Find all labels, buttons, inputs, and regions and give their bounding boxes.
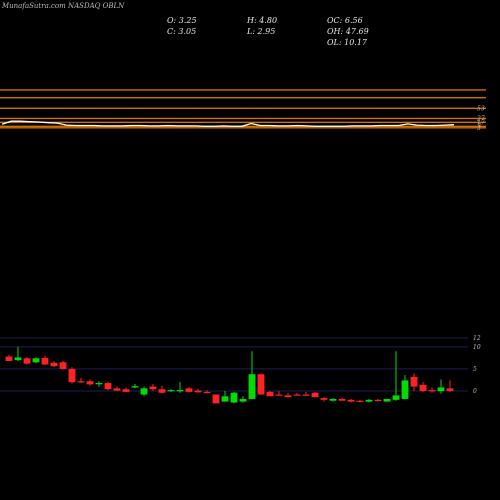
- candle-body: [32, 358, 40, 363]
- indicator-series-line: [1, 120, 455, 127]
- candle-body: [104, 383, 112, 390]
- low-value: L: 2.95: [247, 27, 276, 36]
- candle-body: [140, 388, 148, 395]
- candle-body: [266, 391, 274, 397]
- price-tick-label: 10: [473, 344, 481, 351]
- indicator-level-label: 3: [477, 125, 481, 132]
- candle-body: [365, 399, 373, 402]
- watermark: MunafaSutra.com NASDAQ OBLN: [2, 2, 125, 10]
- oc-value: OC: 6.56: [327, 16, 363, 25]
- candle-body: [176, 390, 184, 392]
- candle-body: [59, 362, 67, 369]
- indicator-level-label: 7: [477, 123, 481, 130]
- indicator-level-label: 27: [476, 115, 485, 122]
- candle-body: [284, 395, 292, 398]
- candle-body: [212, 394, 220, 404]
- candle-body: [275, 394, 283, 396]
- candle-body: [347, 399, 355, 402]
- candle-body: [248, 374, 256, 399]
- candle-body: [230, 392, 238, 403]
- price-tick-label: 0: [473, 388, 477, 395]
- candle-body: [392, 395, 400, 400]
- candle-body: [302, 394, 310, 396]
- candle-body: [41, 357, 49, 365]
- candle-body: [338, 398, 346, 401]
- candle-body: [221, 396, 229, 402]
- candle-body: [194, 390, 202, 393]
- candle-body: [158, 389, 166, 393]
- ol-value: OL: 10.17: [327, 38, 368, 47]
- candle-body: [113, 388, 121, 391]
- candle-body: [68, 368, 76, 383]
- close-value: C: 3.05: [167, 27, 197, 36]
- candle-body: [239, 398, 247, 402]
- candle-body: [320, 398, 328, 400]
- candle-body: [23, 358, 31, 364]
- candle-body: [410, 376, 418, 387]
- candle-body: [185, 388, 193, 392]
- candle-body: [122, 389, 130, 392]
- candle-body: [293, 394, 301, 396]
- candle-body: [14, 357, 22, 361]
- candle-body: [86, 381, 94, 385]
- candle-body: [95, 383, 103, 385]
- candle-body: [167, 390, 175, 392]
- candle-body: [257, 374, 265, 395]
- price-tick-label: 12: [473, 335, 481, 342]
- candle-body: [374, 399, 382, 402]
- indicator-level-label: 53: [477, 105, 485, 112]
- candle-body: [50, 362, 58, 367]
- candle-body: [383, 398, 391, 402]
- candlestick-panel: 12 10 5 0: [0, 335, 481, 404]
- indicator-level-label: 17: [477, 119, 485, 126]
- candle-body: [149, 386, 157, 390]
- open-value: O: 3.25: [167, 16, 197, 25]
- candle-body: [5, 356, 13, 361]
- candle-body: [356, 400, 364, 402]
- candle-body: [446, 388, 454, 391]
- oh-value: OH: 47.69: [327, 27, 369, 36]
- candle-body: [428, 390, 436, 392]
- candle-body: [329, 398, 337, 401]
- candle-body: [401, 380, 409, 399]
- candle-body: [419, 384, 427, 391]
- candle-body: [311, 392, 319, 398]
- candle-body: [437, 387, 445, 391]
- price-tick-label: 5: [473, 366, 477, 373]
- high-value: H: 4.80: [247, 16, 278, 25]
- candle-body: [203, 391, 211, 394]
- candle-body: [77, 381, 85, 383]
- candle-body: [131, 386, 139, 388]
